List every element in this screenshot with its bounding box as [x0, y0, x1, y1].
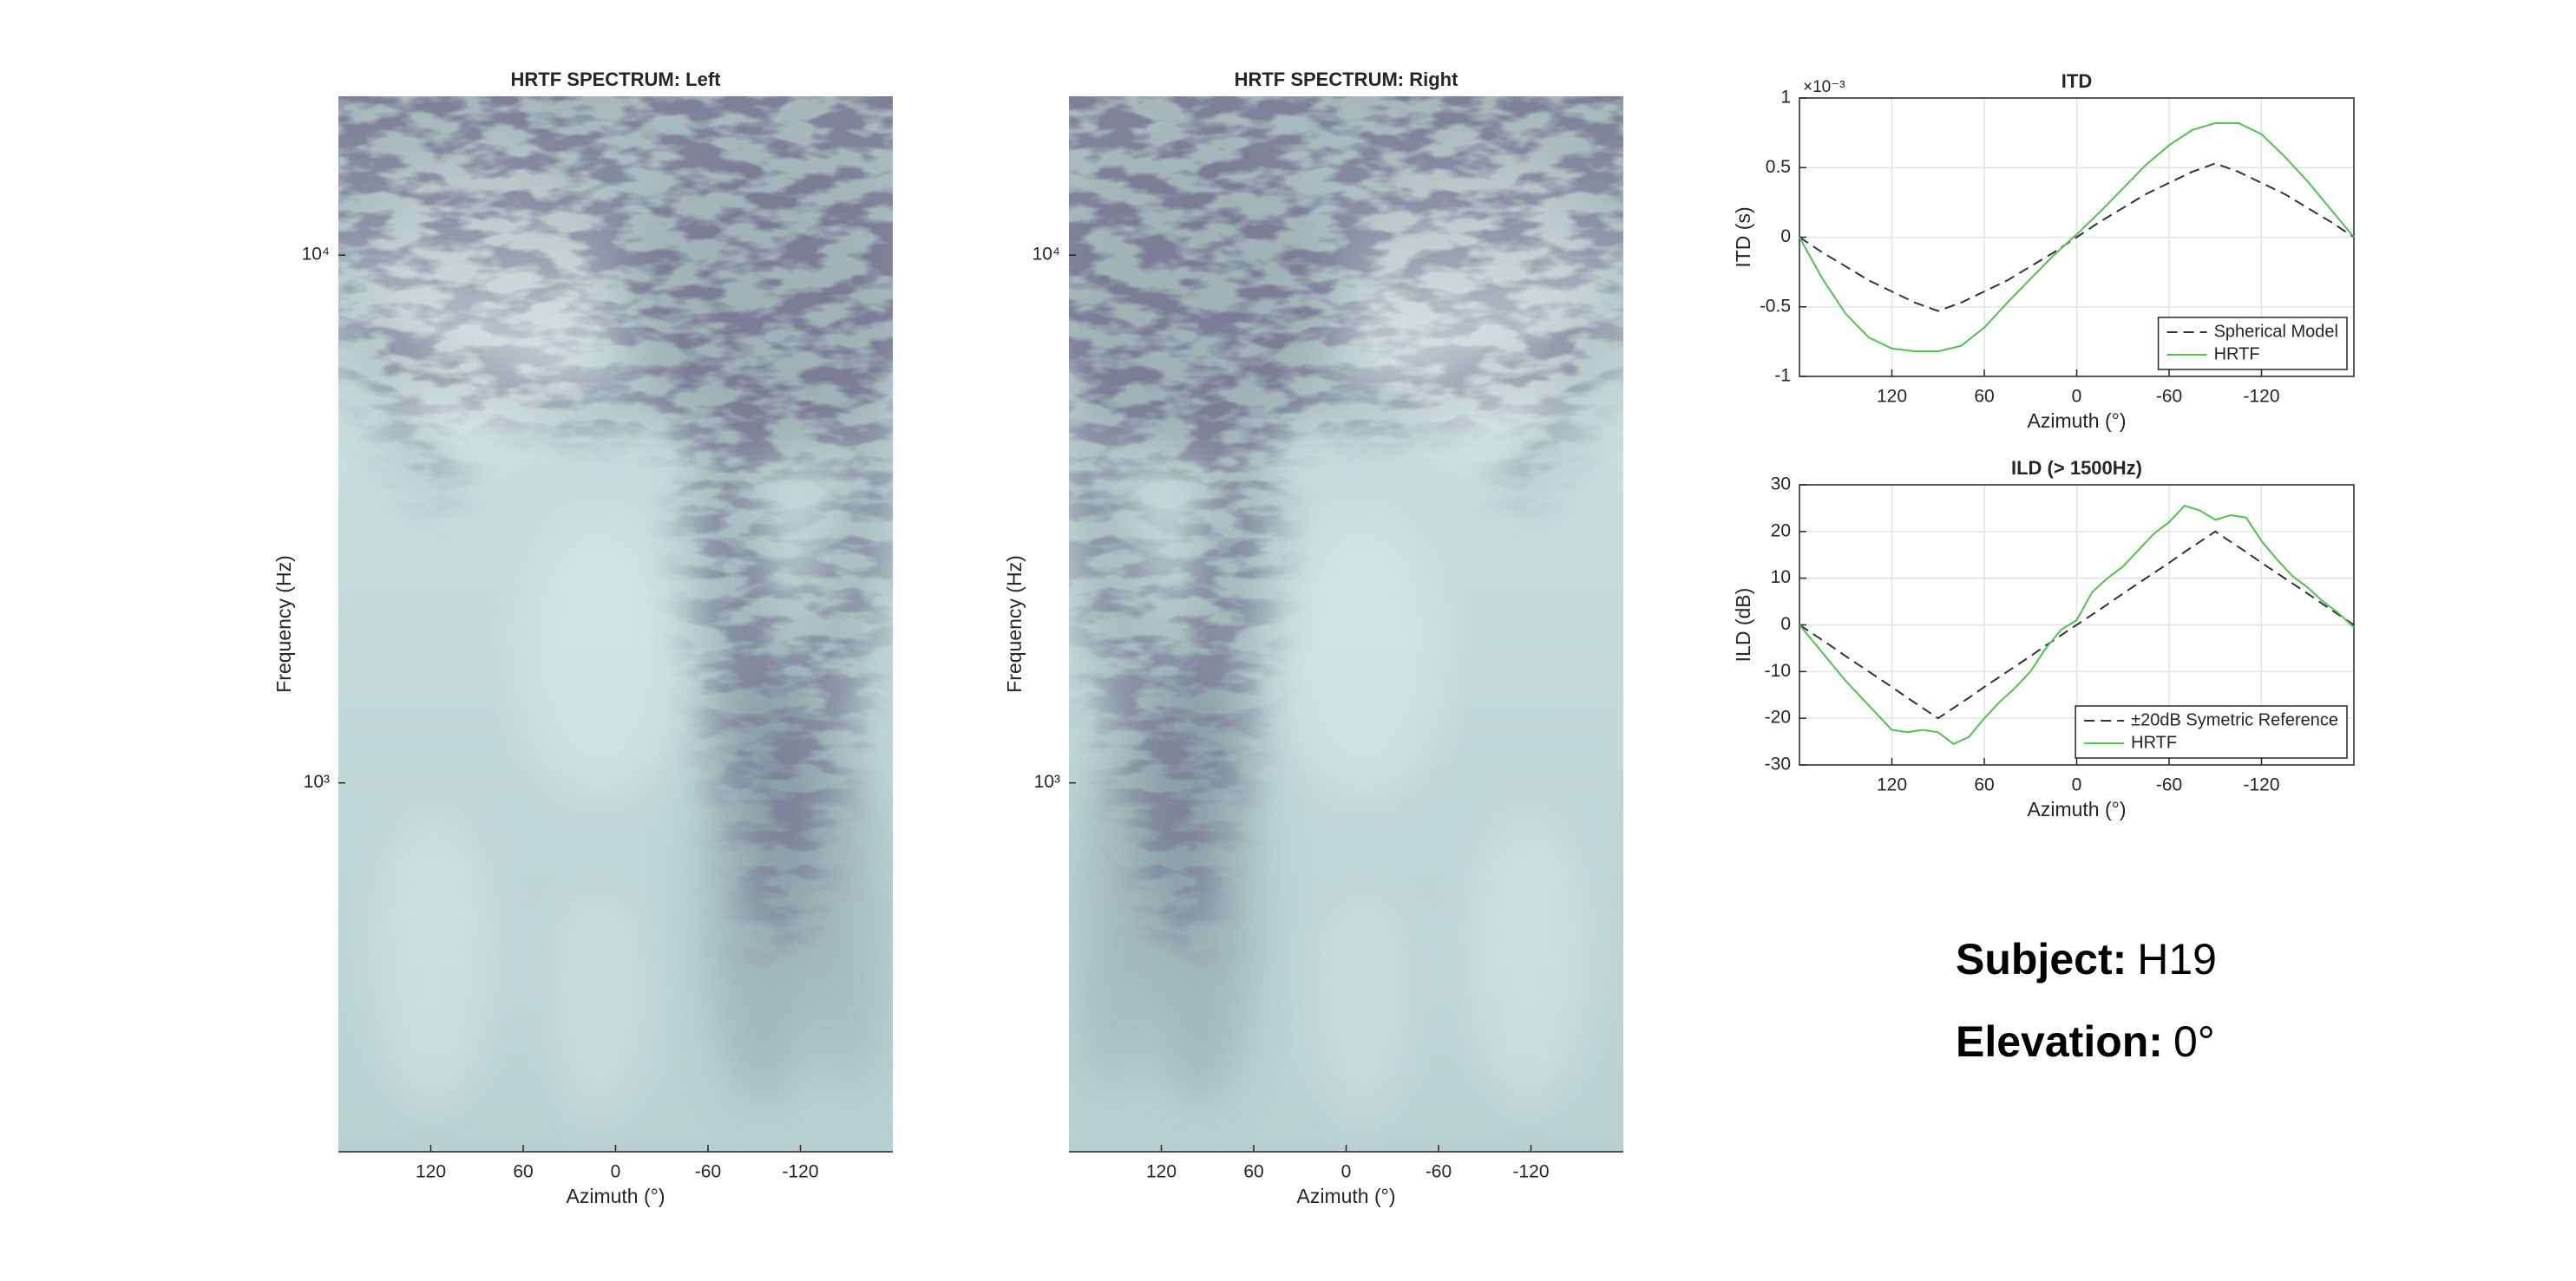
y-tick-label: 10³	[1034, 772, 1060, 792]
y-tick-label: -30	[1765, 755, 1791, 774]
x-tick-label: 60	[1974, 387, 1994, 407]
y-tick-label: -1	[1774, 366, 1791, 386]
x-tick-label: -60	[2156, 775, 2182, 795]
legend-label: ±20dB Symetric Reference	[2131, 710, 2338, 729]
x-axis-label: Azimuth (°)	[2028, 409, 2127, 432]
spectrum-image-right	[1069, 96, 1623, 1152]
x-tick-label: 60	[1974, 775, 1994, 795]
x-tick-label: -120	[2243, 387, 2279, 407]
elevation-info: Elevation: 0°	[1956, 1017, 2215, 1066]
x-tick-label: -120	[1512, 1162, 1549, 1182]
chart-title: HRTF SPECTRUM: Left	[511, 69, 722, 90]
y-exponent-label: ×10⁻³	[1803, 78, 1845, 96]
y-tick-label: 10⁴	[1032, 245, 1060, 265]
x-tick-label: 0	[611, 1162, 621, 1182]
x-tick-label: 60	[1243, 1162, 1263, 1182]
y-tick-label: -0.5	[1760, 296, 1791, 316]
y-tick-label: -20	[1765, 708, 1791, 728]
chart-title: ITD	[2061, 70, 2092, 92]
y-tick-label: 10³	[304, 772, 330, 792]
x-axis-label: Azimuth (°)	[1297, 1185, 1396, 1207]
legend-label: HRTF	[2214, 344, 2260, 363]
y-tick-label: 0.5	[1766, 157, 1791, 177]
x-tick-label: 120	[416, 1162, 446, 1182]
series-line	[1799, 530, 2355, 720]
legend-label: HRTF	[2131, 733, 2177, 752]
chart-title: ILD (> 1500Hz)	[2011, 457, 2142, 479]
y-tick-label: 10	[1771, 567, 1791, 587]
x-tick-label: -60	[1426, 1162, 1452, 1182]
info-label: Subject:	[1956, 935, 2127, 984]
info-value: H19	[2137, 935, 2217, 984]
x-tick-label: 0	[1341, 1162, 1352, 1182]
legend-box	[2075, 705, 2348, 759]
subject-info: Subject: H19	[1956, 935, 2217, 984]
spectrum-image-left	[338, 96, 893, 1152]
x-tick-label: 60	[513, 1162, 533, 1182]
info-label: Elevation:	[1956, 1017, 2163, 1066]
x-tick-label: -60	[695, 1162, 721, 1182]
y-tick-label: 0	[1780, 614, 1791, 634]
legend-box	[2157, 317, 2348, 370]
x-tick-label: 0	[2072, 387, 2082, 407]
x-tick-label: 0	[2072, 775, 2082, 795]
series-line	[1799, 121, 2355, 353]
y-tick-label: 1	[1780, 88, 1791, 108]
x-tick-label: -60	[2156, 387, 2182, 407]
y-tick-label: 0	[1780, 226, 1791, 246]
x-tick-label: -120	[782, 1162, 818, 1182]
series-line	[1799, 162, 2355, 312]
x-axis-label: Azimuth (°)	[567, 1185, 665, 1207]
y-axis-label: Frequency (Hz)	[272, 555, 295, 692]
legend-label: Spherical Model	[2214, 322, 2338, 341]
y-tick-label: -10	[1765, 661, 1791, 681]
y-tick-label: 20	[1771, 520, 1791, 540]
chart-title: HRTF SPECTRUM: Right	[1235, 69, 1459, 90]
series-line	[1799, 505, 2355, 745]
y-axis-label: Frequency (Hz)	[1003, 555, 1026, 692]
x-tick-label: 120	[1146, 1162, 1177, 1182]
y-axis-label: ILD (dB)	[1732, 588, 1754, 663]
info-value: 0°	[2173, 1017, 2215, 1066]
x-tick-label: 120	[1877, 775, 1907, 795]
y-tick-label: 30	[1771, 474, 1791, 494]
x-tick-label: 120	[1877, 387, 1907, 407]
x-axis-label: Azimuth (°)	[2028, 798, 2127, 820]
y-axis-label: ITD (s)	[1732, 206, 1754, 267]
x-tick-label: -120	[2243, 775, 2279, 795]
y-tick-label: 10⁴	[302, 245, 330, 265]
